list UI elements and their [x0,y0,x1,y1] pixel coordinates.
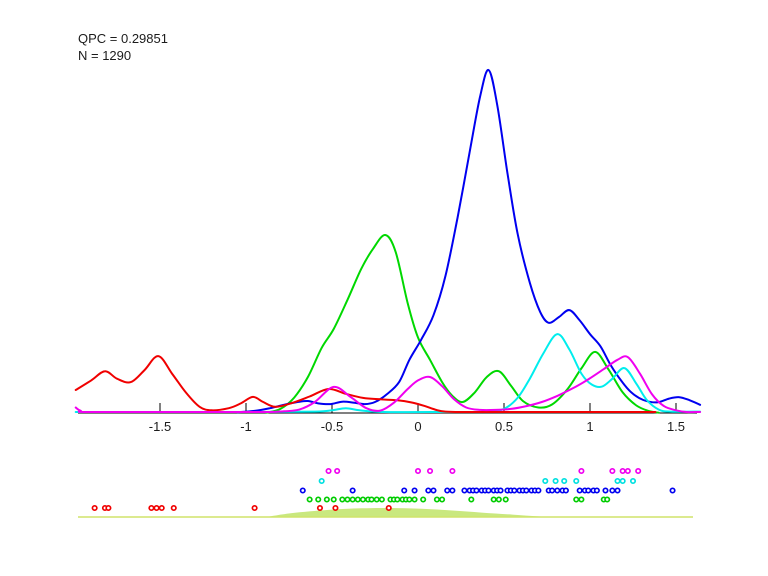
rug-cyan-dot [614,477,621,485]
rug-blue-dot [511,487,518,494]
rug-blue-dot [497,487,504,494]
rug-red-dot [158,504,165,512]
rug-cyan-dot [542,477,549,485]
rug-blue-dot [593,487,600,494]
rug-blue-dot [609,487,616,494]
rug-blue-dot [523,487,530,494]
rug-blue-dot [425,487,432,494]
kde-curve-cluster-red-density [74,355,657,414]
rug-red-dot [105,504,112,512]
x-tick-label: 1 [586,419,593,434]
rug-green-dot [468,496,475,503]
rug-green-dot [349,496,356,503]
x-tick-label: 0 [414,419,421,434]
rug-green-dot [368,496,375,503]
rug-green-dot [439,496,446,503]
rug-blue-dot [614,487,621,494]
rug-green-dot [406,496,413,503]
rug-green-dot [604,496,611,503]
rug-magenta-dot [426,467,434,475]
rug-green-dot [354,496,361,503]
kde-curve-cluster-magenta-density [74,355,702,414]
rug-green-dot [315,496,322,503]
kde-curve-cluster-blue-density [236,68,702,414]
rug-blue-dot [461,487,468,494]
x-tick-label: 1.5 [667,419,685,434]
rug-green-dot [373,496,380,503]
x-tick-label: 0.5 [495,419,513,434]
rug-red-dot [148,504,155,512]
rug-magenta-dot [414,467,422,475]
x-tick-label: -0.5 [321,419,343,434]
rug-green-dot [378,496,385,503]
rug-magenta-dot [325,467,332,475]
rug-blue-dot [485,487,492,494]
rug-red-dot [153,504,160,512]
kde-curve-cluster-cyan-density [74,333,702,414]
rug-cyan-dot [629,477,637,485]
kde-curve-cluster-green-density [265,234,660,414]
rug-magenta-dot [334,467,341,475]
rug-magenta-dot [624,467,631,475]
rug-cyan-dot [561,477,568,485]
rug-green-dot [344,496,351,503]
rug-cyan-dot [552,477,559,485]
consensus-density-fill [263,507,570,518]
rug-blue-dot [349,487,356,494]
rug-green-dot [339,496,346,503]
rug-green-dot [433,496,440,503]
x-tick-label: -1 [240,419,252,434]
rug-red-dot [316,504,324,512]
rug-cyan-dot [573,477,580,485]
rug-green-dot [490,496,497,503]
rug-cyan-dot [619,477,626,485]
x-tick-label: -1.5 [149,419,171,434]
qpc-value-label: QPC = 0.29851 [78,31,168,46]
rug-red-dot [251,504,258,512]
rug-blue-dot [535,487,542,494]
rug-red-dot [332,504,339,512]
rug-blue-dot [401,487,408,494]
rug-blue-dot [602,487,609,494]
rug-blue-dot [444,487,451,494]
rug-blue-dot [585,487,592,494]
rug-magenta-dot [635,467,642,475]
rug-green-dot [394,496,401,503]
rug-magenta-dot [578,467,585,475]
n-value-label: N = 1290 [78,48,132,63]
rug-blue-dot [299,487,306,494]
rug-magenta-dot [449,467,456,475]
rug-magenta-dot [609,467,616,475]
rug-green-dot [411,496,418,503]
rug-blue-dot [562,487,569,494]
rug-blue-dot [430,487,437,494]
rug-green-dot [420,496,427,503]
rug-blue-dot [576,487,583,494]
rug-green-dot [323,496,330,503]
rug-cyan-dot [318,477,325,485]
annotation-block: QPC = 0.29851 N = 1290 [78,30,168,64]
rug-blue-dot [549,487,556,494]
rug-red-dot [170,504,177,512]
rug-blue-dot [449,487,456,494]
rug-green-dot [573,496,580,503]
rug-green-dot [359,496,367,503]
rug-blue-dot [473,487,480,494]
rug-blue-dot [411,487,418,494]
rug-green-dot [578,496,585,503]
rug-red-dot [91,504,98,512]
rug-green-dot [502,496,509,503]
rug-magenta-dot [619,467,626,475]
rug-red-dot [385,504,392,512]
rug-green-dot [306,496,313,503]
rug-green-dot [330,496,337,503]
rug-green-dot [495,496,502,503]
rug-blue-dot [669,487,676,494]
rug-blue-dot [554,487,561,494]
